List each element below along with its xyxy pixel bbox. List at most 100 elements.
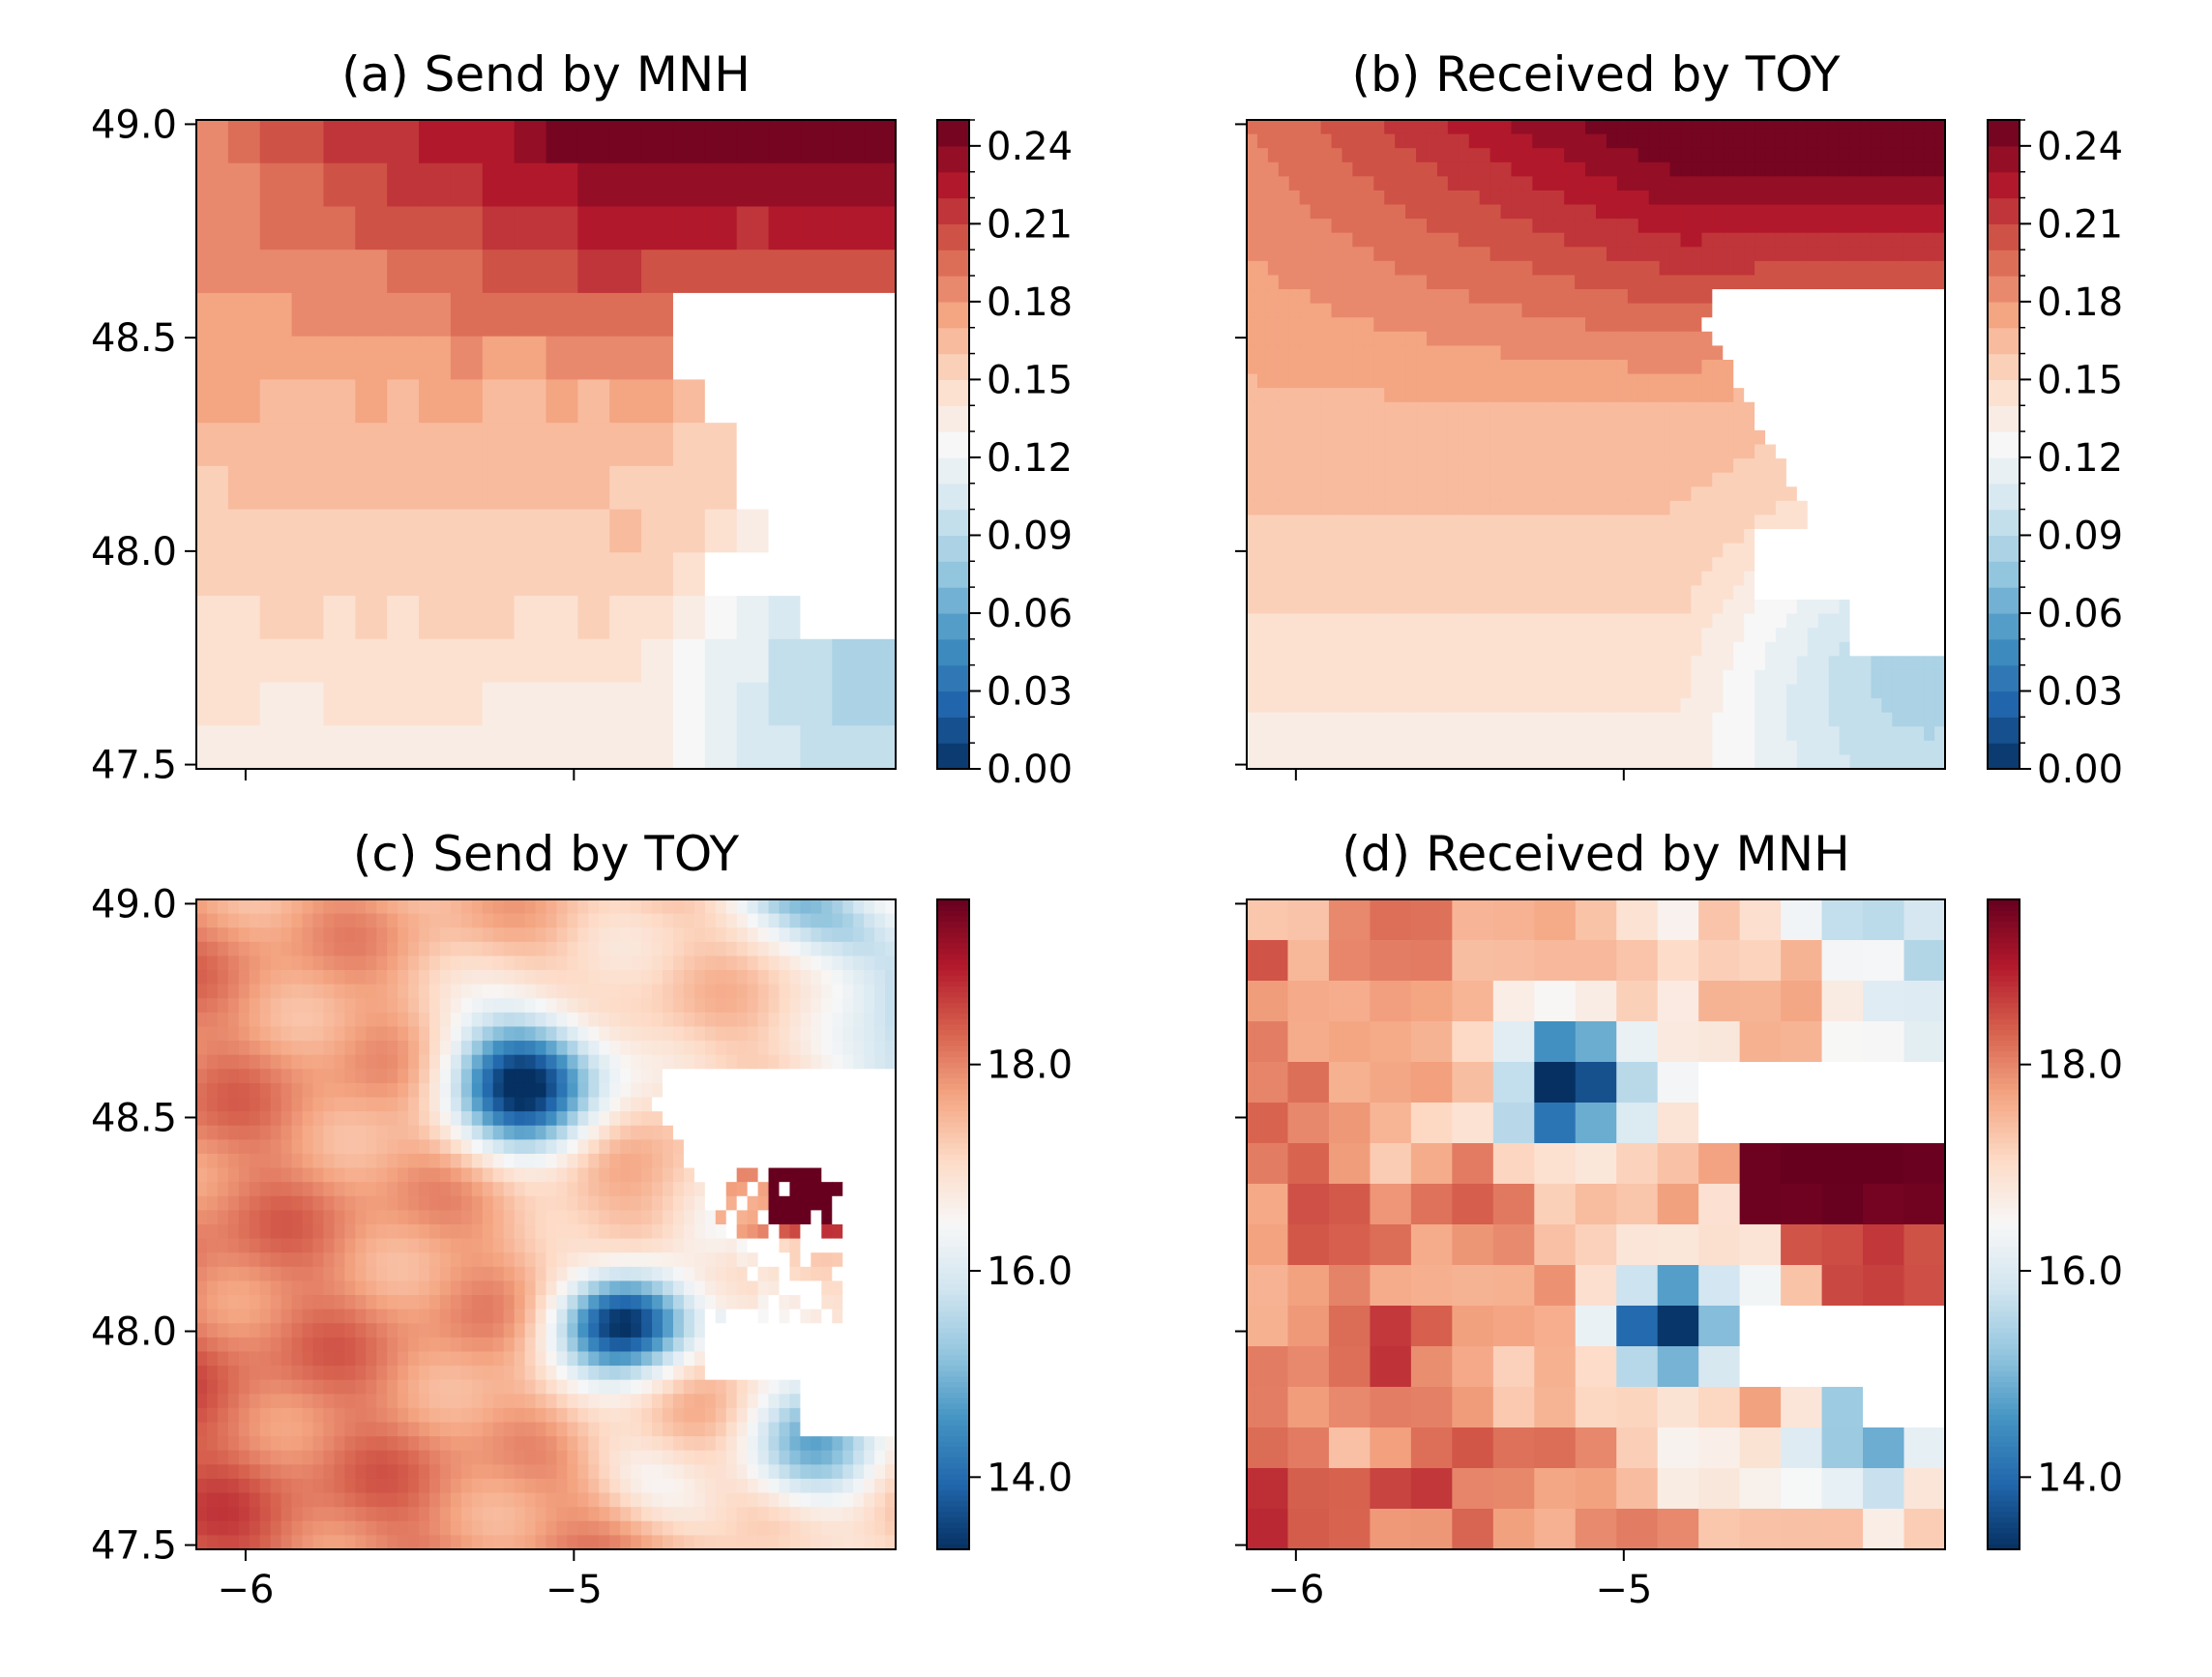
heatmap-cell (1934, 712, 1946, 727)
heatmap-cell (1860, 641, 1873, 657)
heatmap-cell (1596, 500, 1607, 516)
heatmap-cell (482, 1153, 494, 1169)
heatmap-cell (1500, 176, 1513, 191)
heatmap-cell (1373, 458, 1385, 474)
heatmap-cell (280, 956, 293, 971)
heatmap-cell (1723, 373, 1734, 389)
heatmap-cell (1489, 599, 1502, 615)
heatmap-cell (1299, 133, 1312, 149)
heatmap-cell (1934, 571, 1946, 586)
heatmap-cell (652, 1082, 664, 1099)
heatmap-cell (1637, 331, 1650, 346)
heatmap-cell (1352, 429, 1364, 446)
heatmap-cell (1500, 557, 1513, 573)
heatmap-cell (1500, 317, 1513, 333)
heatmap-cell (450, 1012, 462, 1028)
heatmap-cell (1596, 275, 1607, 290)
colorbar-tick-label: 0.24 (987, 125, 1073, 169)
heatmap-cell (249, 1182, 261, 1197)
heatmap-cell (768, 1069, 781, 1084)
heatmap-cell (492, 956, 505, 971)
heatmap-cell (672, 1082, 685, 1099)
heatmap-cell (439, 1082, 452, 1099)
heatmap-cell (1817, 656, 1830, 671)
heatmap-cell (874, 1153, 886, 1169)
heatmap-cell (1256, 712, 1269, 727)
heatmap-cell (567, 1069, 578, 1084)
heatmap-cell (821, 998, 833, 1014)
heatmap-cell (270, 1210, 282, 1225)
heatmap-cell (1416, 726, 1428, 742)
heatmap-cell (599, 1125, 610, 1140)
heatmap-cell (217, 927, 229, 943)
heatmap-cell (535, 1125, 547, 1140)
heatmap-cell (1352, 289, 1364, 305)
heatmap-cell (1755, 388, 1766, 403)
heatmap-cell (1543, 247, 1554, 262)
heatmap-cell (821, 941, 833, 957)
heatmap-cell (1680, 599, 1693, 615)
heatmap-cell (1796, 669, 1809, 686)
heatmap-cell (1447, 317, 1460, 333)
heatmap-cell (1384, 444, 1396, 459)
heatmap-cell (1331, 303, 1343, 318)
heatmap-cell (355, 638, 388, 684)
heatmap-cell (1881, 303, 1893, 318)
heatmap-cell (1278, 472, 1290, 487)
heatmap-cell (482, 1167, 494, 1183)
heatmap-cell (1765, 289, 1777, 305)
heatmap-cell (376, 1111, 388, 1127)
heatmap-cell (1701, 359, 1713, 375)
heatmap-cell (1934, 669, 1946, 686)
heatmap-cell (1447, 486, 1460, 502)
heatmap-cell (398, 984, 409, 999)
heatmap-cell (1871, 232, 1882, 248)
heatmap-cell (1934, 317, 1946, 333)
heatmap-cell (1405, 585, 1417, 601)
heatmap-cell (1585, 698, 1597, 714)
heatmap-cell (864, 596, 897, 640)
heatmap-cell (1881, 317, 1893, 333)
heatmap-cell (291, 927, 304, 943)
heatmap-cell (1553, 444, 1565, 459)
heatmap-cell (1744, 133, 1755, 149)
heatmap-cell (1299, 726, 1312, 742)
colorbar-tick-label: 0.18 (987, 280, 1073, 325)
heatmap-cell (1256, 359, 1269, 375)
heatmap-cell (1310, 204, 1322, 220)
heatmap-cell (1637, 726, 1650, 742)
heatmap-cell (1564, 204, 1576, 220)
heatmap-cell (715, 956, 727, 971)
heatmap-cell (1532, 529, 1544, 544)
heatmap-cell (789, 970, 801, 986)
heatmap-cell (1902, 458, 1914, 474)
heatmap-cell (1511, 120, 1523, 135)
heatmap-cell (1913, 176, 1925, 191)
heatmap-cell (1585, 120, 1597, 135)
heatmap-cell (577, 120, 610, 164)
heatmap-cell (1723, 740, 1734, 756)
heatmap-cell (842, 984, 854, 999)
heatmap-cell (577, 1012, 589, 1028)
heatmap-cell (1723, 613, 1734, 629)
heatmap-cell (1384, 232, 1396, 248)
heatmap-cell (1320, 472, 1333, 487)
heatmap-cell (1637, 754, 1650, 770)
heatmap-cell (546, 1139, 558, 1155)
heatmap-cell (1765, 486, 1777, 502)
heatmap-cell (1342, 275, 1353, 290)
heatmap-cell (259, 984, 272, 999)
heatmap-cell (1807, 628, 1819, 643)
heatmap-cell (450, 1125, 462, 1140)
heatmap-cell (1648, 472, 1661, 487)
heatmap-cell (227, 1111, 240, 1127)
heatmap-cell (1860, 684, 1873, 699)
heatmap-cell (800, 682, 833, 726)
heatmap-cell (1839, 162, 1851, 177)
heatmap-cell (259, 120, 293, 164)
heatmap-cell (1627, 444, 1639, 459)
heatmap-cell (1500, 656, 1513, 671)
heatmap-cell (1543, 515, 1554, 530)
heatmap-cell (1405, 500, 1417, 516)
heatmap-cell (1606, 317, 1618, 333)
